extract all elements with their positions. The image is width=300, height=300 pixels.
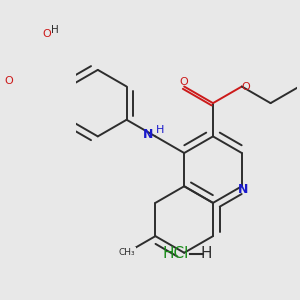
Text: N: N [143,128,153,141]
Text: O: O [5,76,14,86]
Text: H: H [51,25,58,35]
Text: H: H [156,125,164,135]
Text: O: O [180,77,189,87]
Text: CH₃: CH₃ [118,248,135,257]
Text: N: N [238,183,248,196]
Text: O: O [242,82,250,92]
Text: HCl: HCl [162,246,188,261]
Text: O: O [43,29,51,39]
Text: H: H [201,246,212,261]
